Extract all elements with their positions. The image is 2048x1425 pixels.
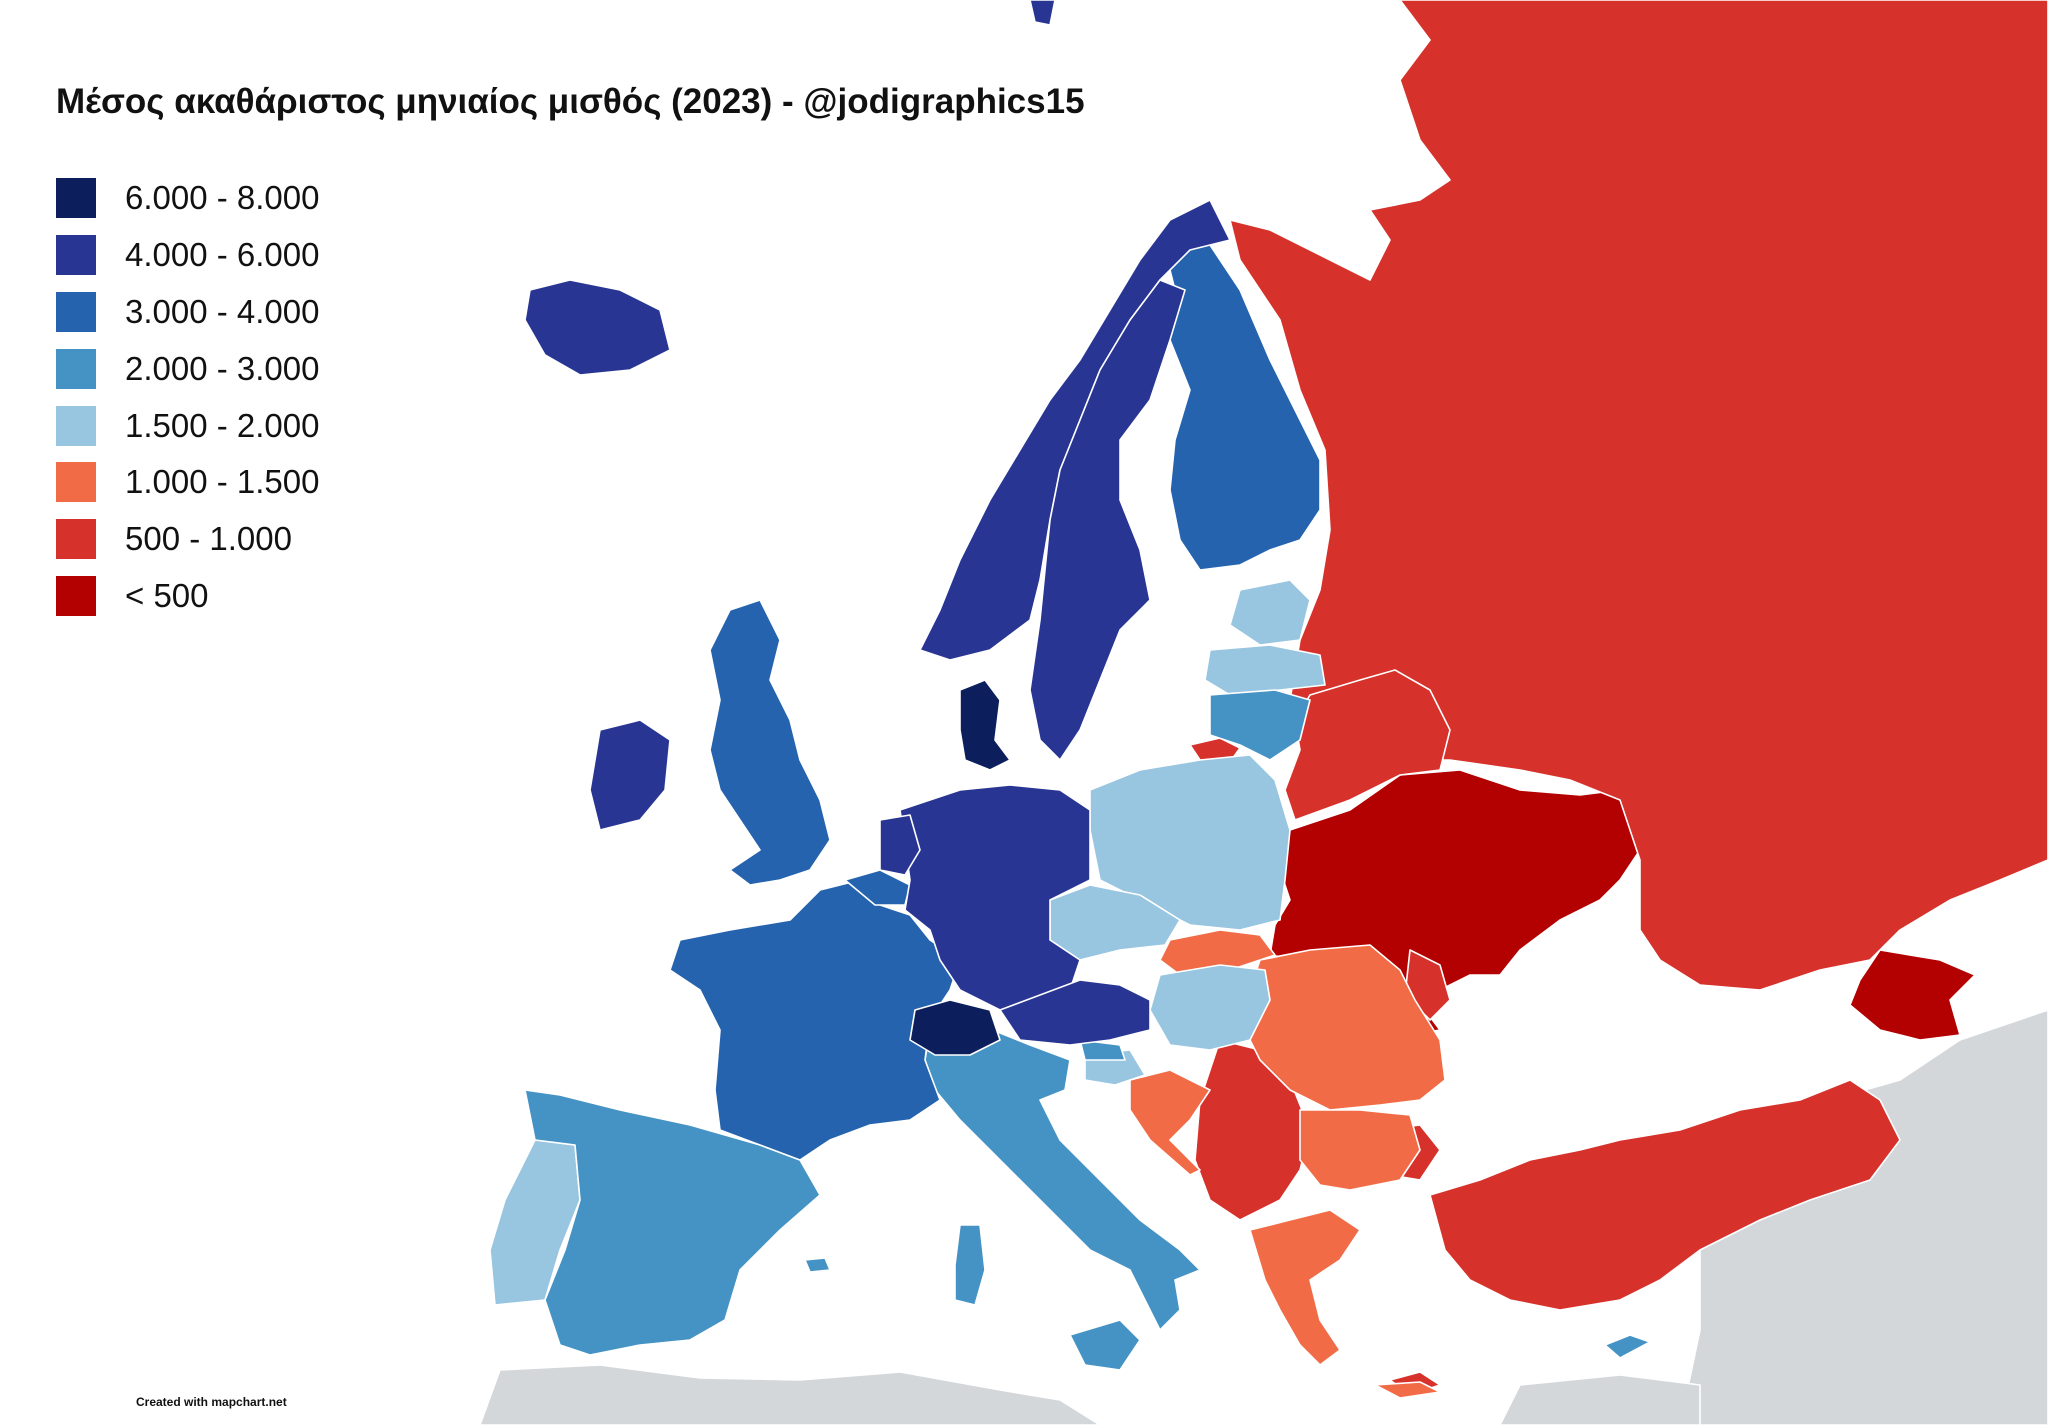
countries-6000-8000 bbox=[909, 679, 1011, 1056]
countries-2000-3000 bbox=[524, 689, 1651, 1371]
country-cyprus bbox=[1604, 1334, 1651, 1359]
country-ireland bbox=[589, 719, 671, 831]
legend-swatch bbox=[56, 519, 96, 560]
legend-item: 500 - 1.000 bbox=[56, 511, 320, 568]
legend-item: < 500 bbox=[56, 568, 320, 625]
legend-label: 6.000 - 8.000 bbox=[125, 179, 320, 217]
country-caucasus-south bbox=[1849, 949, 1976, 1041]
legend-label: 2.000 - 3.000 bbox=[125, 349, 320, 387]
no-data-regions bbox=[479, 1009, 2048, 1425]
country-norway bbox=[919, 199, 1231, 661]
map-legend: 6.000 - 8.000 4.000 - 6.000 3.000 - 4.00… bbox=[56, 170, 320, 624]
country-svalbard bbox=[1029, 0, 1056, 26]
country-sweden bbox=[1029, 279, 1186, 761]
legend-label: 500 - 1.000 bbox=[125, 520, 292, 558]
country-uk bbox=[709, 599, 831, 886]
countries-1500-2000 bbox=[489, 579, 1326, 1306]
country-turkey bbox=[1429, 1079, 1901, 1311]
legend-item: 2.000 - 3.000 bbox=[56, 340, 320, 397]
credit-text: Created with mapchart.net bbox=[136, 1395, 287, 1409]
legend-swatch bbox=[56, 235, 96, 276]
country-austria-strip bbox=[1079, 1039, 1126, 1061]
country-crete bbox=[1374, 1381, 1441, 1399]
country-estonia bbox=[1229, 579, 1311, 646]
legend-item: 4.000 - 6.000 bbox=[56, 227, 320, 284]
legend-swatch bbox=[56, 405, 96, 446]
legend-item: 1.000 - 1.500 bbox=[56, 454, 320, 511]
legend-swatch bbox=[56, 575, 96, 616]
country-spain bbox=[524, 1089, 821, 1356]
legend-swatch bbox=[56, 348, 96, 389]
legend-label: 1.000 - 1.500 bbox=[125, 463, 320, 501]
legend-label: 3.000 - 4.000 bbox=[125, 292, 320, 330]
country-poland bbox=[1089, 754, 1291, 931]
map-title: Μέσος ακαθάριστος μηνιαίος μισθός (2023)… bbox=[56, 82, 1085, 121]
country-denmark bbox=[959, 679, 1011, 771]
country-slovakia bbox=[1159, 929, 1276, 976]
legend-item: 3.000 - 4.000 bbox=[56, 284, 320, 341]
country-sardinia bbox=[954, 1224, 986, 1306]
country-france bbox=[669, 879, 961, 1161]
country-belarus bbox=[1284, 669, 1451, 821]
country-finland bbox=[1159, 229, 1321, 571]
legend-item: 6.000 - 8.000 bbox=[56, 170, 320, 227]
countries-3000-4000 bbox=[669, 229, 1321, 1161]
country-croatia bbox=[1129, 1069, 1211, 1176]
countries-4000-6000 bbox=[524, 0, 1231, 1046]
country-germany bbox=[899, 784, 1091, 1011]
country-bulgaria bbox=[1299, 1109, 1421, 1191]
country-kaliningrad bbox=[1189, 737, 1241, 763]
country-iceland bbox=[524, 279, 671, 376]
country-switzerland bbox=[909, 999, 1001, 1056]
egypt-region bbox=[1499, 1374, 1701, 1425]
country-hungary bbox=[1149, 964, 1271, 1051]
country-netherlands bbox=[879, 814, 921, 876]
legend-label: < 500 bbox=[125, 576, 209, 614]
legend-swatch bbox=[56, 462, 96, 503]
legend-swatch bbox=[56, 178, 96, 219]
country-greece bbox=[1249, 1209, 1361, 1366]
country-balearic-islands bbox=[804, 1257, 831, 1273]
north-africa-region bbox=[479, 1364, 1101, 1425]
legend-item: 1.500 - 2.000 bbox=[56, 397, 320, 454]
countries-1000-1500 bbox=[1129, 929, 1446, 1399]
legend-label: 4.000 - 6.000 bbox=[125, 236, 320, 274]
country-austria bbox=[999, 979, 1151, 1046]
legend-label: 1.500 - 2.000 bbox=[125, 406, 320, 444]
country-sicily bbox=[1069, 1319, 1141, 1371]
country-italy bbox=[924, 1024, 1201, 1331]
country-lithuania bbox=[1209, 689, 1311, 761]
country-latvia bbox=[1204, 644, 1326, 696]
country-romania bbox=[1239, 944, 1446, 1111]
legend-swatch bbox=[56, 291, 96, 332]
